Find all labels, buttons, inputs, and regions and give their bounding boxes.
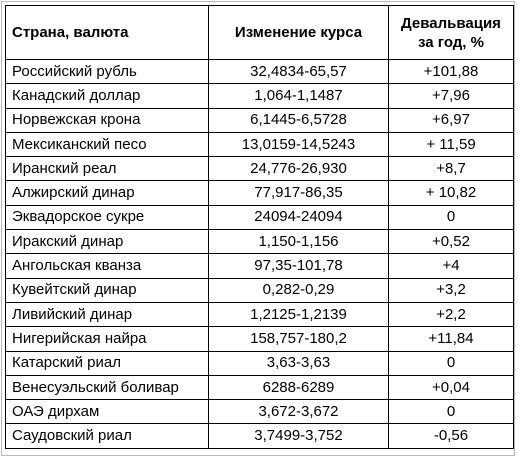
table-row: Катарский риал 3,63-3,63 0 — [5, 350, 514, 376]
cell-rate-change: 0,282-0,29 — [208, 277, 389, 303]
table-row: Алжирский динар 77,917-86,35 + 10,82 — [5, 180, 514, 206]
cell-country: Кувейтский динар — [5, 277, 209, 303]
table-row: Норвежская крона 6,1445-6,5728 +6,97 — [5, 107, 514, 133]
header-devaluation-line2: за год, % — [418, 33, 484, 51]
cell-country: Иракский динар — [5, 229, 209, 255]
cell-rate-change: 6288-6289 — [208, 374, 389, 401]
cell-country: Ливийский динар — [5, 301, 209, 328]
table-row: Нигерийская найра 158,757-180,2 +11,84 — [5, 326, 514, 352]
cell-rate-change: 13,0159-14,5243 — [208, 131, 389, 158]
header-row: Страна, валюта Изменение курса Девальвац… — [5, 5, 514, 60]
cell-country: Венесуэльский боливар — [5, 374, 209, 401]
table-row: Мексиканский песо 13,0159-14,5243 + 11,59 — [5, 131, 514, 158]
table-row: Иракский динар 1,150-1,156 +0,52 — [5, 229, 514, 255]
cell-devaluation: +2,2 — [388, 301, 514, 328]
cell-rate-change: 97,35-101,78 — [208, 253, 389, 279]
cell-country: Алжирский динар — [5, 180, 209, 206]
cell-rate-change: 32,4834-65,57 — [208, 58, 389, 85]
cell-rate-change: 1,150-1,156 — [208, 229, 389, 255]
cell-rate-change: 1,064-1,1487 — [208, 83, 389, 109]
cell-country: Российский рубль — [5, 58, 209, 85]
cell-country: Канадский доллар — [5, 83, 209, 109]
cell-devaluation: +4 — [388, 253, 514, 279]
cell-devaluation: 0 — [388, 204, 514, 231]
cell-rate-change: 3,672-3,672 — [208, 399, 389, 425]
cell-rate-change: 3,63-3,63 — [208, 350, 389, 376]
cell-rate-change: 3,7499-3,752 — [208, 423, 389, 449]
table-row: Саудовский риал 3,7499-3,752 -0,56 — [5, 423, 514, 449]
cell-rate-change: 24094-24094 — [208, 204, 389, 231]
table-row: Ливийский динар 1,2125-1,2139 +2,2 — [5, 301, 514, 328]
cell-devaluation: + 10,82 — [388, 180, 514, 206]
currency-devaluation-table: Страна, валюта Изменение курса Девальвац… — [5, 5, 514, 449]
cell-country: ОАЭ дирхам — [5, 399, 209, 425]
cell-devaluation: +0,04 — [388, 374, 514, 401]
cell-country: Нигерийская найра — [5, 326, 209, 352]
cell-devaluation: +0,52 — [388, 229, 514, 255]
table-row: Эквадорское сукре 24094-24094 0 — [5, 204, 514, 231]
cell-country: Норвежская крона — [5, 107, 209, 133]
cell-country: Иранский реал — [5, 156, 209, 182]
cell-devaluation: -0,56 — [388, 423, 514, 449]
table-row: Ангольская кванза 97,35-101,78 +4 — [5, 253, 514, 279]
cell-rate-change: 1,2125-1,2139 — [208, 301, 389, 328]
cell-country: Ангольская кванза — [5, 253, 209, 279]
cell-devaluation: 0 — [388, 399, 514, 425]
cell-rate-change: 24,776-26,930 — [208, 156, 389, 182]
header-devaluation: Девальвация за год, % — [388, 5, 514, 60]
cell-rate-change: 77,917-86,35 — [208, 180, 389, 206]
cell-devaluation: + 11,59 — [388, 131, 514, 158]
header-country: Страна, валюта — [5, 5, 209, 60]
table-row: Иранский реал 24,776-26,930 +8,7 — [5, 156, 514, 182]
table-body: Российский рубль 32,4834-65,57 +101,88 Кана… — [5, 58, 514, 449]
cell-devaluation: +101,88 — [388, 58, 514, 85]
cell-devaluation: +7,96 — [388, 83, 514, 109]
cell-rate-change: 6,1445-6,5728 — [208, 107, 389, 133]
cell-devaluation: +8,7 — [388, 156, 514, 182]
cell-country: Мексиканский песо — [5, 131, 209, 158]
table-row: Кувейтский динар 0,282-0,29 +3,2 — [5, 277, 514, 303]
cell-devaluation: +6,97 — [388, 107, 514, 133]
table-row: ОАЭ дирхам 3,672-3,672 0 — [5, 399, 514, 425]
table-row: Российский рубль 32,4834-65,57 +101,88 — [5, 58, 514, 85]
cell-devaluation: 0 — [388, 350, 514, 376]
cell-rate-change: 158,757-180,2 — [208, 326, 389, 352]
header-devaluation-line1: Девальвация — [401, 14, 501, 32]
cell-devaluation: +11,84 — [388, 326, 514, 352]
table-row: Венесуэльский боливар 6288-6289 +0,04 — [5, 374, 514, 401]
cell-country: Катарский риал — [5, 350, 209, 376]
cell-country: Эквадорское сукре — [5, 204, 209, 231]
cell-devaluation: +3,2 — [388, 277, 514, 303]
header-rate-change: Изменение курса — [208, 5, 389, 60]
table-row: Канадский доллар 1,064-1,1487 +7,96 — [5, 83, 514, 109]
cell-country: Саудовский риал — [5, 423, 209, 449]
